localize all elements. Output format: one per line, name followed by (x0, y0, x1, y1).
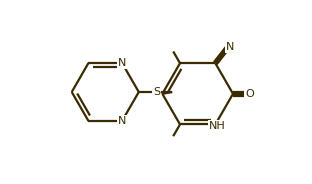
Text: N: N (225, 42, 234, 52)
Text: NH: NH (209, 121, 226, 131)
Text: N: N (118, 116, 126, 126)
Text: O: O (245, 89, 254, 99)
Text: N: N (118, 58, 126, 68)
Text: S: S (153, 87, 160, 97)
